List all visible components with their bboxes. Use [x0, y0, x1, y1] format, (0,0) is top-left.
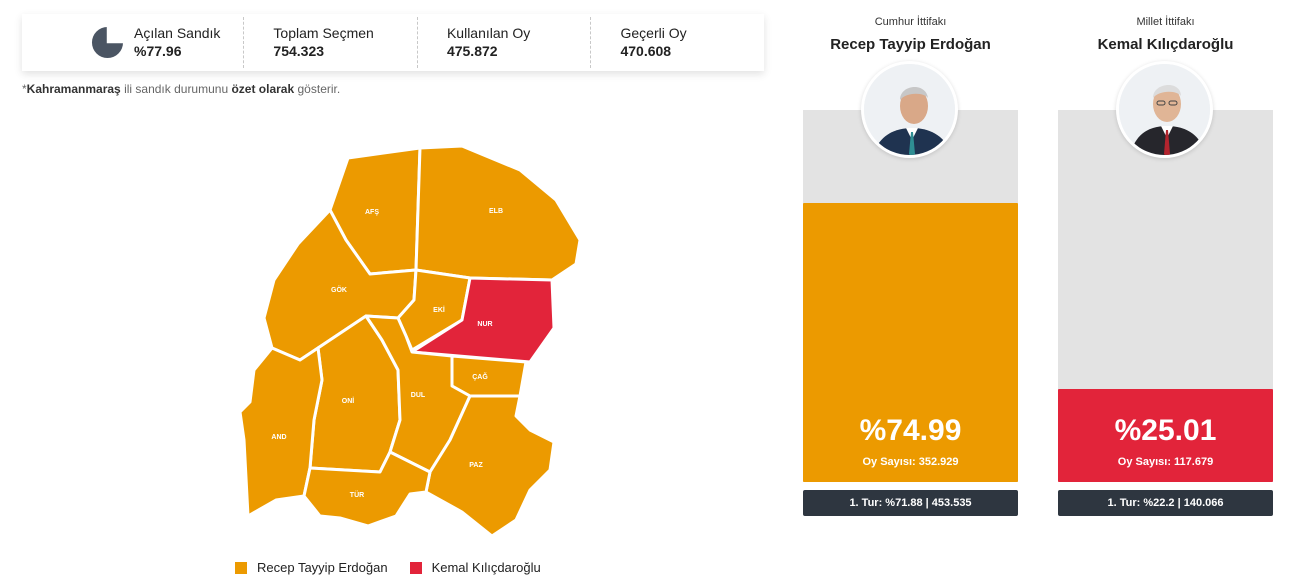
stat-value: 470.608 [620, 43, 672, 59]
first-round-result: 1. Tur: %22.2 | 140.066 [1058, 490, 1273, 516]
district-label: DUL [411, 392, 426, 399]
stat-label: Toplam Seçmen [273, 25, 374, 41]
vote-bar: %25.01 Oy Sayısı: 117.679 [1058, 110, 1273, 482]
stat-value: 475.872 [446, 43, 498, 59]
district-label: AND [271, 434, 286, 441]
vote-bar-fill: %74.99 Oy Sayısı: 352.929 [803, 203, 1018, 482]
district-label: TÜR [350, 490, 364, 499]
vote-bar: %74.99 Oy Sayısı: 352.929 [803, 110, 1018, 482]
note-text-end: gösterir. [294, 82, 341, 96]
first-round-result: 1. Tur: %71.88 | 453.535 [803, 490, 1018, 516]
candidate-name: Recep Tayyip Erdoğan [830, 36, 991, 53]
stats-card: Açılan Sandık %77.96 Toplam Seçmen 754.3… [22, 14, 764, 71]
legend-swatch [409, 561, 422, 574]
candidate-card-erdogan: Cumhur İttifakı Recep Tayyip Erdoğan %74… [803, 14, 1018, 516]
alliance-name: Millet İttifakı [1136, 16, 1195, 28]
stat-used-votes: Kullanılan Oy 475.872 [416, 14, 591, 71]
vote-count: Oy Sayısı: 117.679 [1117, 456, 1214, 468]
legend-label: Recep Tayyip Erdoğan [257, 560, 388, 575]
legend-swatch [235, 561, 247, 574]
stat-value: %77.96 [134, 43, 182, 59]
vote-count: Oy Sayısı: 352.929 [862, 456, 959, 468]
stat-valid-votes: Geçerli Oy 470.608 [590, 14, 764, 71]
district-and[interactable] [238, 346, 324, 518]
candidate-name: Kemal Kılıçdaroğlu [1097, 36, 1234, 53]
candidate-card-kilicdaroglu: Millet İttifakı Kemal Kılıçdaroğlu %25.0… [1058, 14, 1273, 516]
legend-item-erdogan: Recep Tayyip Erdoğan [235, 560, 388, 575]
pie-chart-icon [91, 26, 124, 59]
vote-bar-fill: %25.01 Oy Sayısı: 117.679 [1058, 388, 1273, 482]
note-text: ili sandık durumunu [120, 82, 232, 96]
district-label: AFŞ [365, 209, 379, 216]
summary-note: *Kahramanmaraş ili sandık durumunu özet … [22, 82, 340, 96]
note-star: * [22, 82, 27, 96]
vote-percent: %25.01 [1114, 414, 1217, 447]
district-label: EKİ [433, 306, 445, 314]
district-label: PAZ [469, 462, 483, 469]
district-label: GÖK [331, 285, 347, 294]
vote-percent: %74.99 [859, 414, 962, 447]
note-bold: özet olarak [231, 82, 295, 96]
stat-value: 754.323 [273, 43, 325, 59]
stat-total-voters: Toplam Seçmen 754.323 [243, 14, 417, 71]
district-label: ÇAĞ [472, 372, 488, 381]
stat-label: Kullanılan Oy [446, 25, 531, 41]
candidate-photo-avatar [1116, 61, 1213, 158]
district-label: NUR [477, 321, 492, 328]
stat-opened-ballot-boxes: Açılan Sandık %77.96 [22, 14, 243, 71]
district-map: AFŞ ELB GÖK EKİ NUR ÇAĞ ONİ DUL AND PAZ … [238, 144, 582, 538]
map-legend: Recep Tayyip Erdoğan Kemal Kılıçdaroğlu [235, 560, 563, 575]
alliance-name: Cumhur İttifakı [874, 16, 947, 28]
district-labels: AFŞ ELB GÖK EKİ NUR ÇAĞ ONİ DUL AND PAZ … [271, 208, 503, 499]
district-tur[interactable] [302, 450, 432, 528]
stat-label: Açılan Sandık [134, 25, 221, 41]
person-icon [1119, 64, 1210, 155]
district-label: ONİ [342, 397, 355, 405]
stat-label: Geçerli Oy [620, 25, 687, 41]
person-icon [864, 64, 955, 155]
legend-label: Kemal Kılıçdaroğlu [431, 560, 541, 575]
candidate-photo-avatar [861, 61, 958, 158]
district-label: ELB [489, 208, 503, 215]
district-cag[interactable] [450, 354, 528, 398]
legend-item-kilicdaroglu: Kemal Kılıçdaroğlu [409, 560, 541, 575]
note-city: Kahramanmaraş [26, 82, 121, 96]
